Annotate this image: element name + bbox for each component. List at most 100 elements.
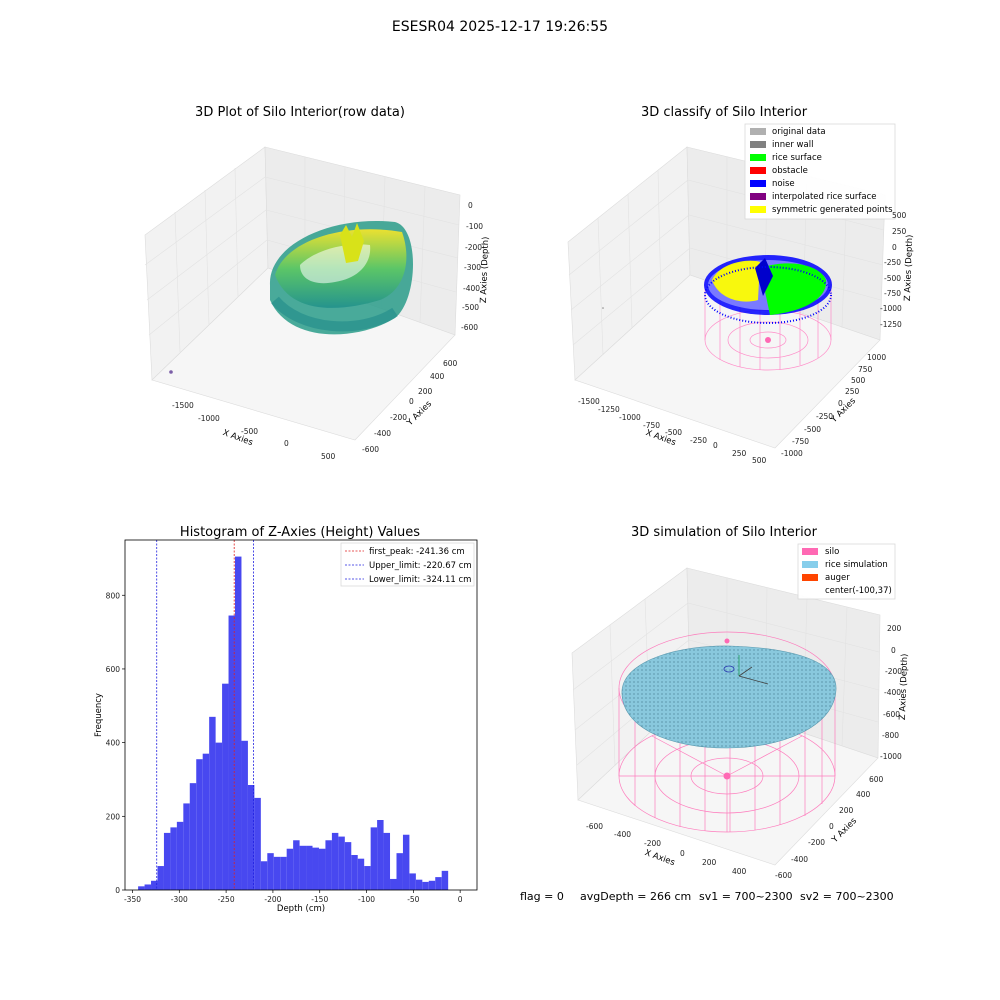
histogram-bar [280,856,287,890]
histogram-bar [331,832,339,890]
histogram-bar [312,847,319,890]
histogram-bar [422,881,429,890]
svg-text:-1000: -1000 [619,413,641,422]
y-tick-label: 800 [106,591,121,600]
svg-text:0: 0 [468,201,473,210]
legend-classify: original data inner wall rice surface ob… [744,123,896,220]
histogram-bar [202,753,210,890]
svg-text:-800: -800 [882,731,899,740]
raw-point-cloud [269,220,414,335]
histogram-bar [176,821,184,890]
legend-label: first_peak: -241.36 cm [369,547,465,557]
svg-text:-750: -750 [792,437,809,446]
x-tick-label: -50 [407,895,419,904]
legend-simulation: silo rice simulation auger center(-100,3… [797,543,896,600]
svg-text:-200: -200 [885,667,902,676]
histogram-bar [325,840,332,890]
svg-text:-400: -400 [884,688,901,697]
svg-text:400: 400 [856,790,871,799]
figure-suptitle: ESESR04 2025-12-17 19:26:55 [392,19,608,35]
histogram-bar [215,742,223,890]
x-tick-label: 0 [458,895,463,904]
histogram-bar [383,832,391,890]
x-axis-ticks: -600 -400 -200 0 200 400 [586,822,747,876]
histogram-bar [196,759,203,890]
svg-text:500: 500 [321,452,336,461]
svg-text:-600: -600 [883,710,900,719]
legend-label: Upper_limit: -220.67 cm [369,561,472,571]
legend-label: symmetric generated points [772,205,893,215]
svg-text:0: 0 [680,849,685,858]
histogram-bar [396,853,403,890]
histogram-bar [209,716,216,890]
svg-text:250: 250 [845,387,860,396]
svg-text:-250: -250 [884,258,901,267]
y-axis-label: Y Axies [829,816,859,846]
avg-depth-text: avgDepth = 266 cm [580,890,691,903]
svg-text:-1500: -1500 [578,397,600,406]
legend-label: center(-100,37) [825,586,892,596]
histogram-bar [254,797,261,890]
histogram-bar [260,861,268,890]
legend-swatch [750,167,766,174]
histogram-bar [364,866,371,890]
histogram-bar [338,836,345,890]
histogram-bar [409,873,416,890]
svg-text:-500: -500 [804,425,821,434]
z-axis-label: Z Axies (Depth) [479,236,491,303]
svg-text:-400: -400 [791,855,808,864]
legend-label: inner wall [772,140,813,150]
legend-label: rice surface [772,153,822,163]
auger-marker [723,655,769,685]
svg-text:-1000: -1000 [781,449,803,458]
subplot-title: 3D classify of Silo Interior [641,105,808,120]
svg-text:250: 250 [892,227,907,236]
svg-text:-300: -300 [464,263,481,272]
sv2-text: sv2 = 700~2300 [800,890,894,903]
svg-text:400: 400 [430,372,445,381]
classified-points [602,255,832,324]
svg-text:-600: -600 [586,822,603,831]
outlier-point [169,370,173,374]
svg-text:-200: -200 [390,413,407,422]
subplot-histogram: Histogram of Z-Axies (Height) Values -35… [94,525,478,914]
x-tick-label: -100 [358,895,375,904]
histogram-bar [415,879,423,890]
silo-top-center [724,638,730,644]
histogram-bar [377,820,384,890]
legend-swatch [750,193,766,200]
svg-text:200: 200 [702,858,717,867]
legend-swatch [802,561,818,568]
histogram-bar [390,878,397,890]
legend-label: rice simulation [825,560,888,570]
x-tick-label: -300 [171,895,188,904]
svg-text:750: 750 [858,365,873,374]
svg-text:1000: 1000 [867,353,886,362]
svg-text:-400: -400 [374,429,391,438]
svg-text:-400: -400 [614,830,631,839]
histogram-bar [318,848,326,890]
histogram-bar [357,858,365,890]
legend-label: interpolated rice surface [772,192,877,202]
svg-text:0: 0 [838,399,843,408]
svg-text:0: 0 [892,243,897,252]
flag-text: flag = 0 [520,890,564,903]
histogram-bar [351,855,358,890]
legend-label: silo [825,547,839,557]
histogram-bar [370,827,378,890]
svg-text:-250: -250 [816,412,833,421]
svg-text:-100: -100 [466,222,483,231]
histogram-bar [402,834,410,890]
histogram-bar [228,615,235,890]
subplot-title: 3D Plot of Silo Interior(row data) [195,105,405,120]
floor-pane [574,274,881,449]
histogram-bar [138,886,145,890]
histogram-bar [247,785,255,890]
svg-text:-1000: -1000 [880,752,902,761]
sv1-text: sv1 = 700~2300 [699,890,793,903]
status-line: flag = 0 avgDepth = 266 cm sv1 = 700~230… [520,890,894,903]
svg-text:0: 0 [829,822,834,831]
subplot-raw-3d: 3D Plot of Silo Interior(row data) -1500… [144,105,491,461]
histogram-reference-lines [156,540,254,890]
svg-text:-200: -200 [465,243,482,252]
